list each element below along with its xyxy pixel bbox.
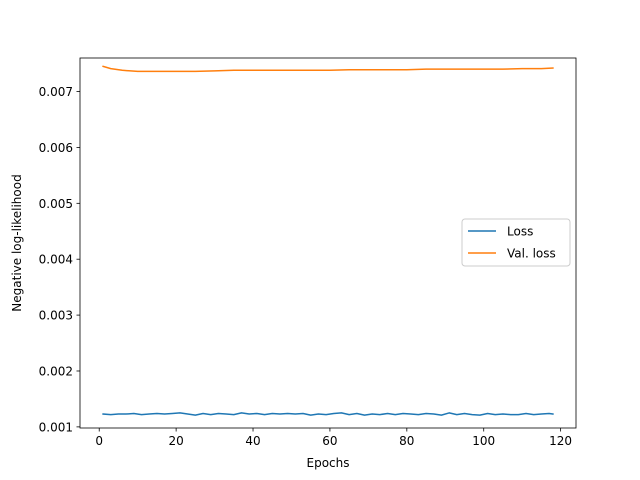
y-ticks: 0.001 0.002 0.003 0.004 0.005 0.006 0.007	[39, 85, 80, 434]
x-tick-label: 100	[472, 434, 495, 448]
x-tick-label: 40	[245, 434, 260, 448]
x-tick-label: 80	[399, 434, 414, 448]
plot-frame	[79, 57, 577, 429]
y-tick-label: 0.001	[39, 420, 73, 434]
y-tick-label: 0.004	[39, 253, 73, 267]
series-line-val-loss	[102, 65, 554, 73]
x-tick-label: 120	[549, 434, 572, 448]
x-axis-label: Epochs	[307, 456, 350, 470]
legend-label-loss: Loss	[507, 225, 533, 239]
y-tick-label: 0.005	[39, 197, 73, 211]
y-tick-label: 0.003	[39, 309, 73, 323]
legend: Loss Val. loss	[461, 218, 571, 267]
y-tick-label: 0.006	[39, 141, 73, 155]
y-tick-label: 0.007	[39, 85, 73, 99]
y-tick-label: 0.002	[39, 364, 73, 378]
x-tick-label: 0	[95, 434, 103, 448]
series-layer	[102, 65, 554, 416]
x-tick-label: 60	[322, 434, 337, 448]
legend-label-val-loss: Val. loss	[507, 247, 556, 261]
x-ticks: 0 20 40 60 80 100 120	[95, 428, 572, 448]
y-axis-label: Negative log-likelihood	[10, 174, 24, 311]
x-tick-label: 20	[168, 434, 183, 448]
series-line-loss	[102, 412, 554, 416]
